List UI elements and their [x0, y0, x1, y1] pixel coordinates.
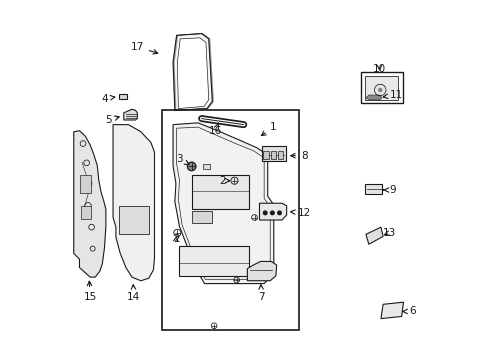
Bar — [261, 147, 285, 161]
Text: 2: 2 — [219, 176, 229, 186]
Bar — [191, 175, 248, 208]
Bar — [81, 206, 91, 219]
Bar — [263, 152, 268, 158]
Polygon shape — [365, 227, 382, 244]
Bar — [119, 206, 149, 234]
Text: 2: 2 — [172, 234, 179, 244]
Circle shape — [263, 211, 266, 215]
Text: 7: 7 — [258, 285, 264, 302]
Text: 11: 11 — [383, 90, 403, 100]
Polygon shape — [177, 38, 208, 109]
Circle shape — [187, 162, 196, 171]
Bar — [203, 164, 209, 169]
Bar — [191, 211, 212, 223]
Polygon shape — [74, 131, 106, 277]
Bar — [365, 76, 397, 100]
Polygon shape — [173, 33, 212, 111]
Text: 10: 10 — [372, 64, 386, 73]
Text: 5: 5 — [105, 115, 119, 125]
Text: 1: 1 — [261, 122, 276, 136]
Bar — [119, 94, 126, 99]
Polygon shape — [380, 302, 403, 319]
Text: 12: 12 — [290, 208, 310, 218]
Bar — [162, 111, 299, 330]
Polygon shape — [247, 261, 276, 281]
Text: 13: 13 — [382, 228, 396, 238]
Text: 14: 14 — [127, 285, 140, 302]
Text: 6: 6 — [402, 306, 415, 316]
Polygon shape — [259, 203, 286, 220]
Text: 8: 8 — [290, 151, 307, 161]
Text: 17: 17 — [130, 42, 158, 54]
Polygon shape — [113, 125, 154, 281]
Circle shape — [277, 211, 281, 215]
Text: 3: 3 — [176, 154, 189, 165]
Bar — [80, 175, 91, 193]
Text: 4: 4 — [101, 94, 115, 104]
Circle shape — [377, 88, 382, 92]
Text: 16: 16 — [208, 123, 222, 136]
Text: 9: 9 — [383, 185, 395, 195]
Polygon shape — [123, 109, 137, 120]
Polygon shape — [365, 95, 381, 100]
Polygon shape — [173, 123, 273, 284]
Bar — [270, 152, 275, 158]
Text: 15: 15 — [83, 281, 97, 302]
Bar — [360, 72, 402, 103]
Bar — [365, 184, 382, 194]
Bar — [277, 152, 283, 158]
Bar — [179, 246, 248, 276]
Circle shape — [270, 211, 274, 215]
